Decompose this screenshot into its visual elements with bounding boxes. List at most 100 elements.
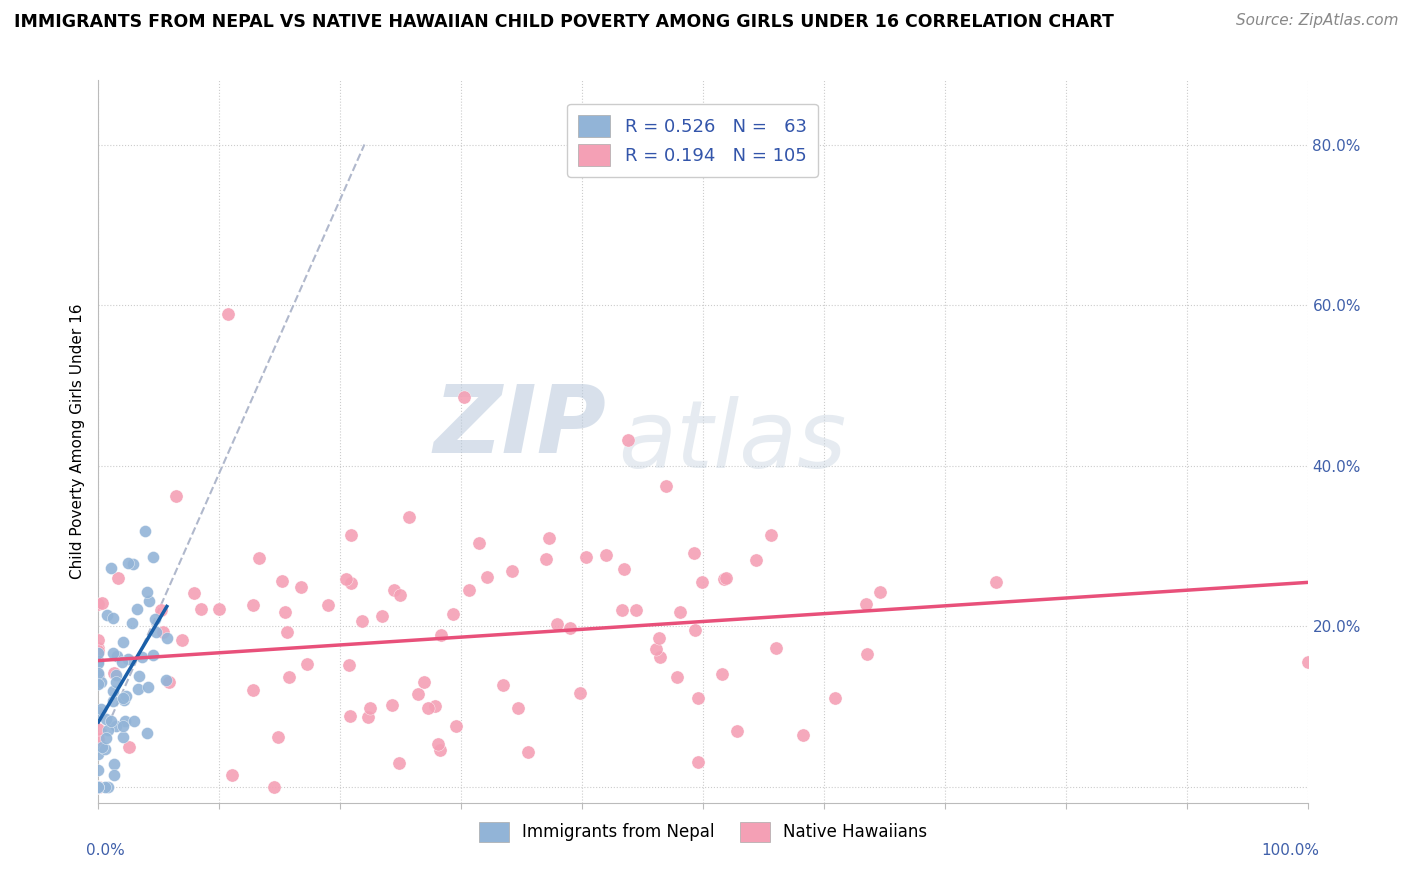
Point — [824, 690, 846, 705]
Point — [128, 669, 150, 683]
Point — [208, 602, 231, 616]
Point — [96, 712, 118, 726]
Point — [295, 657, 318, 671]
Point — [725, 724, 748, 739]
Point — [398, 509, 420, 524]
Point — [157, 675, 180, 690]
Point — [87, 780, 110, 794]
Point — [117, 652, 139, 666]
Point — [131, 649, 153, 664]
Point — [90, 702, 112, 716]
Point — [145, 625, 167, 640]
Point — [381, 698, 404, 712]
Point — [654, 479, 676, 493]
Point — [350, 614, 373, 628]
Point — [359, 701, 381, 715]
Point — [856, 647, 879, 661]
Point — [792, 728, 814, 742]
Point — [247, 551, 270, 566]
Point — [316, 598, 339, 612]
Point — [429, 742, 451, 756]
Point — [150, 603, 173, 617]
Text: ZIP: ZIP — [433, 381, 606, 473]
Point — [87, 780, 110, 794]
Point — [221, 768, 243, 782]
Point — [371, 608, 394, 623]
Point — [271, 574, 294, 588]
Point — [444, 719, 467, 733]
Point — [413, 675, 436, 690]
Point — [101, 694, 124, 708]
Point — [112, 693, 135, 707]
Point — [112, 691, 135, 706]
Text: 0.0%: 0.0% — [86, 843, 125, 857]
Point — [87, 722, 110, 736]
Point — [170, 632, 193, 647]
Text: 100.0%: 100.0% — [1261, 843, 1320, 857]
Point — [97, 780, 120, 794]
Point — [277, 670, 299, 684]
Point — [183, 586, 205, 600]
Point — [87, 780, 110, 794]
Point — [569, 686, 592, 700]
Point — [575, 549, 598, 564]
Point — [87, 780, 110, 794]
Point — [87, 747, 110, 761]
Point — [665, 670, 688, 684]
Point — [112, 718, 135, 732]
Point — [100, 561, 122, 575]
Point — [426, 737, 449, 751]
Point — [118, 739, 141, 754]
Point — [382, 582, 405, 597]
Point — [335, 572, 357, 586]
Point — [595, 548, 617, 562]
Point — [125, 602, 148, 616]
Point — [242, 682, 264, 697]
Point — [87, 657, 110, 671]
Point — [276, 624, 298, 639]
Point — [156, 631, 179, 645]
Point — [713, 572, 735, 586]
Point — [536, 552, 558, 566]
Point — [97, 723, 120, 738]
Point — [190, 602, 212, 616]
Point — [683, 546, 706, 560]
Point — [648, 649, 671, 664]
Point — [855, 597, 877, 611]
Point — [87, 644, 110, 658]
Point — [406, 687, 429, 701]
Point — [290, 581, 312, 595]
Point — [136, 584, 159, 599]
Point — [87, 665, 110, 680]
Point — [103, 665, 125, 680]
Point — [475, 570, 498, 584]
Point — [710, 666, 733, 681]
Point — [429, 628, 451, 642]
Point — [104, 719, 127, 733]
Point — [686, 755, 709, 769]
Point — [87, 780, 110, 794]
Point — [340, 528, 363, 542]
Point — [104, 668, 127, 682]
Point — [761, 527, 783, 541]
Point — [610, 602, 633, 616]
Point — [340, 575, 363, 590]
Point — [87, 646, 110, 660]
Point — [765, 640, 787, 655]
Text: atlas: atlas — [619, 396, 846, 487]
Point — [101, 611, 124, 625]
Point — [105, 648, 128, 663]
Point — [87, 677, 110, 691]
Point — [538, 531, 561, 545]
Point — [388, 588, 411, 602]
Point — [114, 714, 136, 728]
Point — [93, 780, 115, 794]
Point — [357, 710, 380, 724]
Point — [142, 648, 165, 663]
Point — [668, 605, 690, 619]
Point — [453, 390, 475, 404]
Point — [869, 585, 891, 599]
Point — [388, 756, 411, 770]
Point — [984, 575, 1007, 590]
Point — [425, 698, 447, 713]
